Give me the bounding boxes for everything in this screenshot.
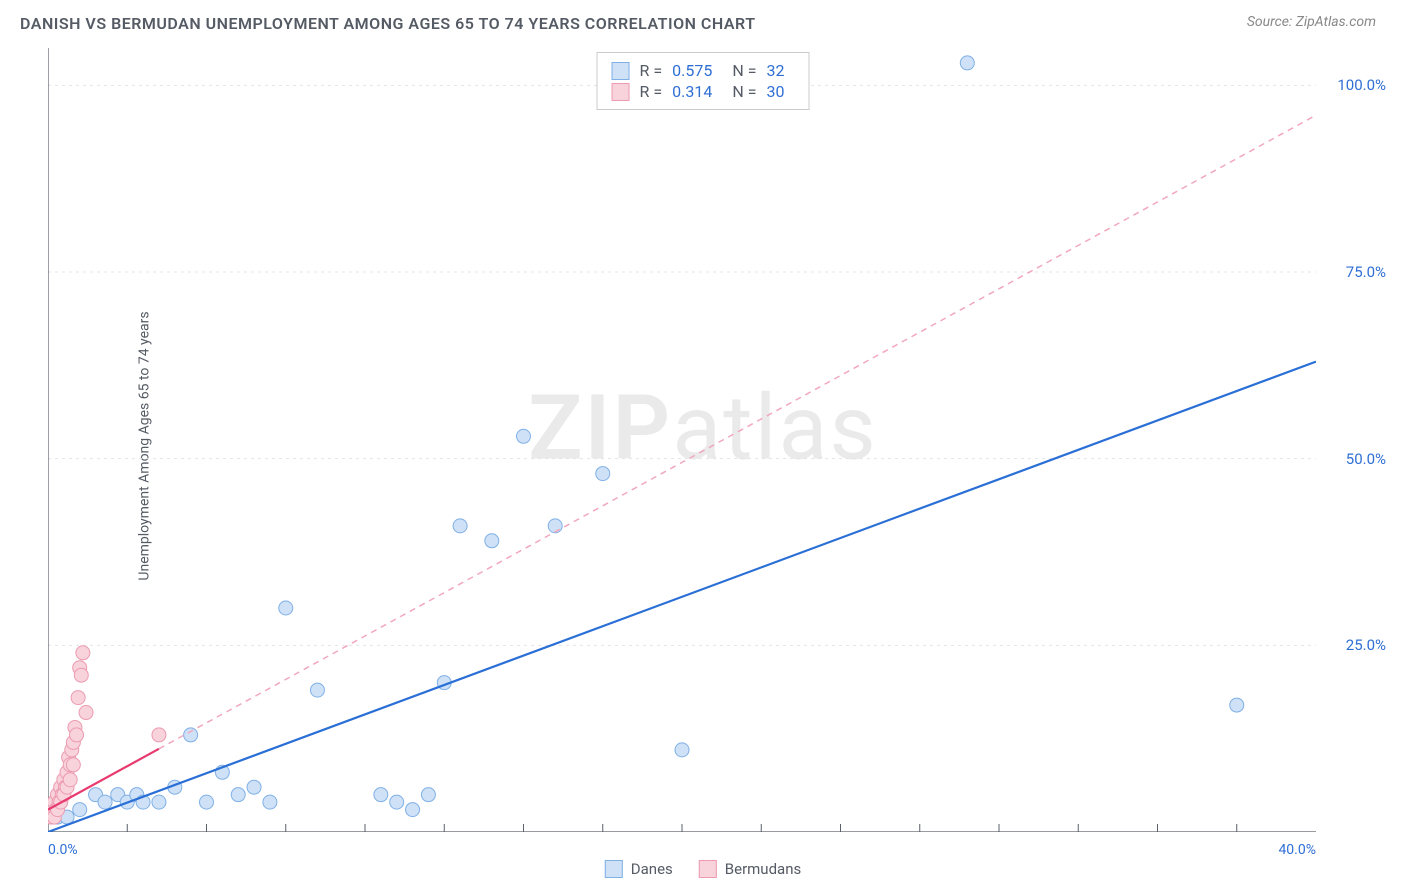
stat-n-label: N = [732, 61, 756, 80]
y-tick-label: 75.0% [1346, 263, 1386, 281]
x-axis-max-label: 40.0% [1278, 842, 1316, 858]
data-point [517, 429, 531, 443]
bottom-legend: Danes Bermudans [605, 860, 801, 878]
data-point [63, 773, 77, 787]
x-axis-min-label: 0.0% [48, 842, 78, 858]
legend-swatch [612, 62, 630, 80]
legend-label: Bermudans [725, 860, 801, 878]
legend-label: Danes [631, 860, 673, 878]
stats-legend-box: R = 0.575 N = 32 R = 0.314 N = 30 [597, 52, 810, 110]
data-point [152, 728, 166, 742]
legend-item: Bermudans [699, 860, 801, 878]
y-tick-label: 25.0% [1346, 636, 1386, 654]
stat-r-value: 0.314 [672, 82, 712, 101]
data-point [596, 467, 610, 481]
data-point [71, 691, 85, 705]
legend-swatch [605, 860, 623, 878]
data-point [310, 683, 324, 697]
data-point [279, 601, 293, 615]
data-point [200, 795, 214, 809]
data-point [70, 728, 84, 742]
stat-n-value: 32 [766, 61, 784, 80]
data-point [390, 795, 404, 809]
stats-row: R = 0.314 N = 30 [612, 82, 795, 101]
data-point [960, 56, 974, 70]
stat-r-label: R = [640, 61, 663, 80]
trend-line-dash [159, 115, 1316, 749]
data-point [73, 803, 87, 817]
data-point [184, 728, 198, 742]
data-point [675, 743, 689, 757]
y-tick-label: 50.0% [1346, 450, 1386, 468]
data-point [548, 519, 562, 533]
plot-area [48, 48, 1316, 832]
data-point [74, 668, 88, 682]
chart-title: DANISH VS BERMUDAN UNEMPLOYMENT AMONG AG… [20, 14, 756, 33]
stat-n-label: N = [732, 82, 756, 101]
stat-n-value: 30 [766, 82, 784, 101]
data-point [152, 795, 166, 809]
data-point [1230, 698, 1244, 712]
data-point [453, 519, 467, 533]
data-point [76, 646, 90, 660]
data-point [231, 788, 245, 802]
stat-r-value: 0.575 [672, 61, 712, 80]
stat-r-label: R = [640, 82, 663, 101]
data-point [79, 706, 93, 720]
stats-row: R = 0.575 N = 32 [612, 61, 795, 80]
data-point [421, 788, 435, 802]
source-label: Source: ZipAtlas.com [1247, 14, 1376, 30]
scatter-svg [48, 48, 1316, 832]
data-point [263, 795, 277, 809]
data-point [247, 780, 261, 794]
data-point [485, 534, 499, 548]
data-point [98, 795, 112, 809]
data-point [374, 788, 388, 802]
trend-line [48, 362, 1316, 832]
data-point [66, 758, 80, 772]
y-tick-label: 100.0% [1337, 76, 1386, 94]
data-point [406, 803, 420, 817]
legend-item: Danes [605, 860, 673, 878]
legend-swatch [699, 860, 717, 878]
legend-swatch [612, 83, 630, 101]
